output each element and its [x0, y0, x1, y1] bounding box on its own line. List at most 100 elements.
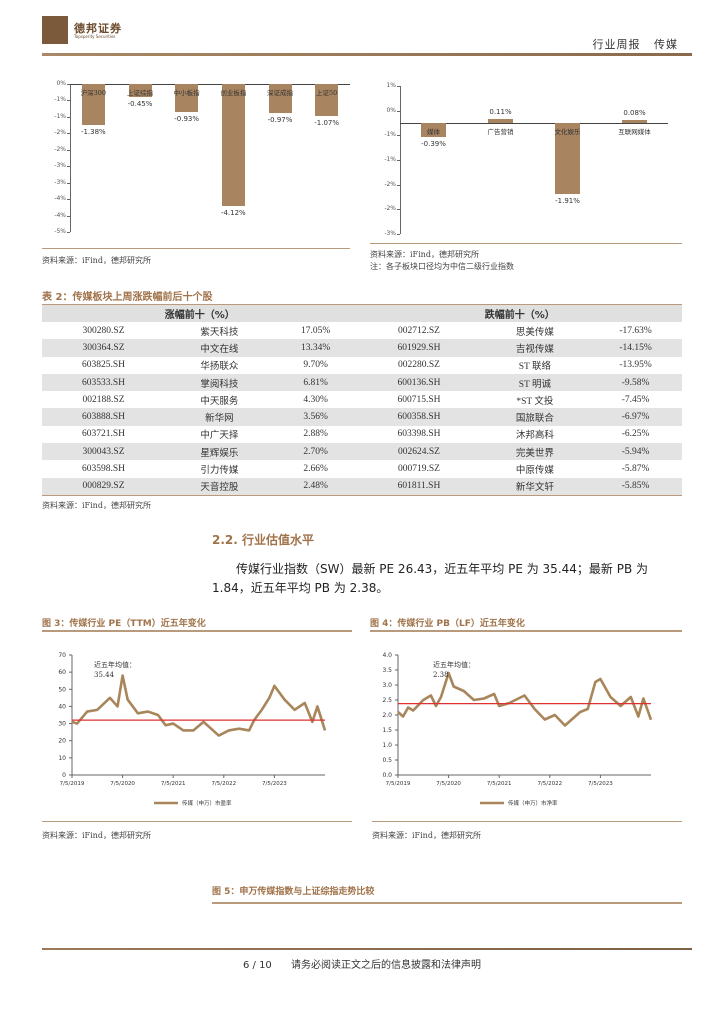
stock-code: 300043.SZ	[42, 443, 166, 461]
table-row: 000829.SZ 天音控股 2.48% 601811.SH 新华文轩 -5.85%	[42, 477, 682, 495]
y-axis-tick: 1.0	[382, 742, 392, 749]
table-bottom-rule	[42, 495, 682, 496]
bar-value-label: -0.93%	[174, 114, 200, 123]
bar-value-label: -0.45%	[127, 100, 153, 109]
stock-name: 星辉娱乐	[165, 443, 274, 461]
stock-code: 603598.SH	[82, 464, 126, 475]
bar-value-label: -1.38%	[80, 127, 106, 136]
index-change-bar-chart: 0% -1% -1% -2% -2% -3% -3% -4% -4% -5% -1.38% 沪深300…	[42, 78, 350, 248]
y-axis-tick: -2%	[54, 145, 66, 153]
y-axis-tick: -4%	[54, 195, 66, 203]
y-tick-mark	[67, 100, 70, 102]
data-line	[397, 671, 653, 727]
change-pct: -6.25%	[621, 429, 650, 440]
chart-divider	[42, 248, 350, 249]
table-source: 资料来源：iFind，德邦研究所	[42, 501, 151, 510]
category-label: 上证50	[316, 89, 338, 97]
stock-name: 掌阅科技	[165, 373, 274, 392]
change-pct: 2.48%	[273, 477, 358, 495]
stock-name: 新华网	[165, 408, 274, 426]
y-axis-tick: -5%	[54, 228, 66, 235]
category-label: 文化娱乐	[554, 128, 581, 136]
y-tick-mark	[67, 116, 70, 118]
bar	[622, 120, 647, 123]
y-tick-mark	[397, 110, 400, 112]
y-axis-tick: 1.5	[382, 727, 392, 734]
chart-note: 注：各子板块口径均为中信二级行业指数	[370, 262, 514, 271]
page-number: 6 / 10	[242, 960, 272, 971]
bar-value-label: 0.11%	[489, 107, 512, 116]
bar	[175, 84, 199, 112]
change-pct: -5.94%	[589, 443, 682, 461]
stock-name: 华扬联众	[200, 362, 239, 373]
bar	[555, 123, 580, 194]
change-pct: 2.66%	[303, 464, 328, 475]
category-label: 媒体	[427, 128, 440, 136]
report-type: 行业周报	[592, 38, 641, 51]
stock-name: 紫天科技	[200, 327, 239, 338]
table-row: 603888.SH 新华网 3.56% 600358.SH 国旅联合 -6.97%	[42, 408, 682, 426]
stock-name: *ST 文投	[516, 396, 554, 407]
header-divider	[42, 53, 692, 56]
table-row: 300280.SZ 紫天科技 17.05% 002712.SZ 思美传媒 -17.63%	[42, 322, 682, 339]
y-tick-mark	[397, 184, 400, 186]
legend-label: 传媒（申万）市盈率	[182, 799, 232, 807]
chart-divider	[370, 243, 682, 244]
category-label: 创业板指	[220, 89, 247, 97]
category-label: 沪深300	[80, 89, 107, 97]
stock-name: 中文在线	[165, 339, 274, 357]
bar	[268, 84, 292, 113]
x-axis-tick: 7/5/2019	[60, 781, 85, 787]
stock-code: 002188.SZ	[82, 394, 125, 405]
table-row: 300043.SZ 星辉娱乐 2.70% 002624.SZ 完美世界 -5.94%	[42, 443, 682, 461]
y-axis-tick: -3%	[54, 178, 66, 186]
x-axis-tick: 7/5/2023	[262, 781, 287, 787]
chart-source: 资料来源：iFind，德邦研究所	[370, 250, 479, 259]
stock-code: 002280.SZ	[398, 360, 440, 371]
stock-name: 完美世界	[480, 443, 590, 461]
stock-code: 603888.SH	[42, 408, 166, 426]
chart-divider	[42, 821, 352, 822]
change-pct: -5.85%	[589, 477, 682, 495]
change-pct: 4.30%	[303, 394, 328, 405]
y-tick-mark	[67, 232, 70, 233]
caption-divider	[212, 902, 682, 904]
x-axis-tick: 7/5/2020	[436, 781, 461, 787]
y-axis-tick: -3%	[384, 230, 396, 237]
x-axis-tick: 7/5/2022	[211, 781, 236, 787]
footer-divider	[42, 948, 692, 950]
stock-code: 601811.SH	[357, 477, 481, 495]
y-tick-mark	[67, 215, 70, 217]
stock-name: 思美传媒	[515, 327, 554, 338]
bar	[81, 84, 105, 125]
y-axis	[70, 84, 71, 232]
company-logo-icon	[42, 16, 68, 44]
y-axis-tick: 3.5	[382, 667, 392, 674]
stock-name: 中天服务	[200, 396, 239, 407]
stock-name: 天音控股	[165, 477, 274, 495]
y-axis-tick: 0	[62, 772, 66, 779]
company-name: 德邦证券	[74, 22, 122, 35]
y-axis-tick: 0%	[56, 80, 66, 87]
annotation-value: 2.38	[433, 671, 449, 679]
y-axis-tick: 0.5	[382, 757, 392, 764]
stock-name: 引力传媒	[200, 466, 239, 477]
bar-value-label: -1.07%	[314, 118, 340, 127]
x-axis-tick: 7/5/2021	[161, 781, 186, 787]
table-row: 603598.SH 引力传媒 2.66% 000719.SZ 中原传媒 -5.87%	[42, 460, 682, 477]
stock-name: 中广天择	[200, 431, 239, 442]
y-axis	[400, 86, 401, 234]
y-axis-tick: 0%	[386, 106, 396, 114]
y-tick-mark	[397, 234, 400, 235]
stock-code: 603533.SH	[42, 373, 166, 392]
y-axis-tick: 3.0	[382, 682, 392, 689]
stock-code: 002624.SZ	[357, 443, 481, 461]
top-movers-table: 涨幅前十（%） 跌幅前十（%） 300280.SZ 紫天科技 17.05% 00271…	[42, 305, 682, 495]
stock-code: 000829.SZ	[42, 477, 166, 495]
y-axis-tick: 4.0	[382, 652, 392, 659]
figure3-caption: 图 3：传媒行业 PE（TTM）近五年变化	[42, 619, 206, 629]
y-tick-mark	[67, 84, 70, 85]
zero-axis	[400, 123, 668, 124]
section-title: 2.2. 行业估值水平	[212, 533, 314, 547]
change-pct: -9.58%	[589, 373, 682, 392]
